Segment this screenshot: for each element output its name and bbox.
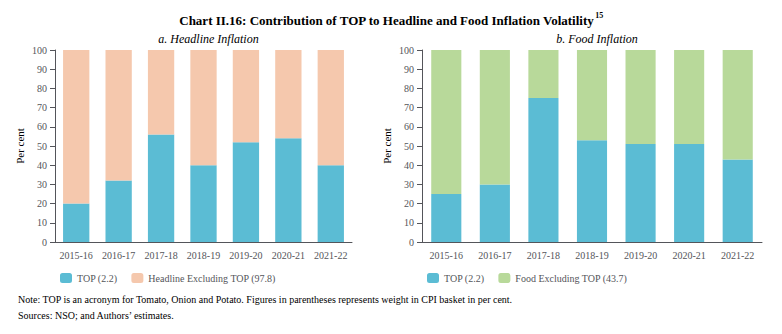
svg-text:30: 30 [404,179,414,190]
svg-text:30: 30 [37,179,47,190]
svg-text:100: 100 [32,45,47,56]
svg-text:2017-18: 2017-18 [144,250,177,261]
svg-text:60: 60 [37,121,47,132]
svg-text:2018-19: 2018-19 [575,250,608,261]
svg-text:15: 15 [595,11,603,20]
svg-text:40: 40 [404,160,414,171]
svg-text:b. Food Inflation: b. Food Inflation [556,32,638,46]
svg-text:70: 70 [37,102,47,113]
svg-text:50: 50 [404,141,414,152]
svg-text:50: 50 [37,141,47,152]
svg-text:90: 90 [404,64,414,75]
svg-text:Per cent: Per cent [14,128,26,164]
svg-text:90: 90 [37,64,47,75]
svg-text:TOP (2.2): TOP (2.2) [444,273,484,285]
svg-text:Per cent: Per cent [381,128,393,164]
svg-text:80: 80 [404,83,414,94]
svg-text:2018-19: 2018-19 [187,250,220,261]
svg-text:a. Headline Inflation: a. Headline Inflation [158,32,258,46]
svg-text:2021-22: 2021-22 [721,250,754,261]
svg-text:2020-21: 2020-21 [272,250,305,261]
svg-text:20: 20 [37,198,47,209]
svg-text:60: 60 [404,121,414,132]
svg-text:Food Excluding TOP (43.7): Food Excluding TOP (43.7) [515,273,626,285]
svg-text:100: 100 [399,45,414,56]
svg-text:2016-17: 2016-17 [102,250,135,261]
svg-text:20: 20 [404,198,414,209]
svg-text:10: 10 [404,217,414,228]
svg-text:2020-21: 2020-21 [672,250,705,261]
svg-text:0: 0 [42,237,47,248]
svg-text:Sources: NSO; and Authors’ est: Sources: NSO; and Authors’ estimates. [18,310,174,321]
svg-text:2015-16: 2015-16 [60,250,93,261]
svg-text:2021-22: 2021-22 [314,250,347,261]
svg-text:40: 40 [37,160,47,171]
svg-text:10: 10 [37,217,47,228]
svg-text:Headline Excluding TOP (97.8): Headline Excluding TOP (97.8) [148,273,275,285]
svg-text:80: 80 [37,83,47,94]
svg-text:2017-18: 2017-18 [527,250,560,261]
svg-text:70: 70 [404,102,414,113]
svg-text:TOP (2.2): TOP (2.2) [77,273,117,285]
svg-text:Chart II.16: Contribution of T: Chart II.16: Contribution of TOP to Head… [179,13,594,28]
svg-text:2019-20: 2019-20 [229,250,262,261]
svg-text:Note: TOP is an acronym for To: Note: TOP is an acronym for Tomato, Onio… [18,294,512,305]
svg-text:2019-20: 2019-20 [624,250,657,261]
svg-text:2016-17: 2016-17 [478,250,511,261]
svg-text:0: 0 [409,237,414,248]
svg-text:2015-16: 2015-16 [430,250,463,261]
